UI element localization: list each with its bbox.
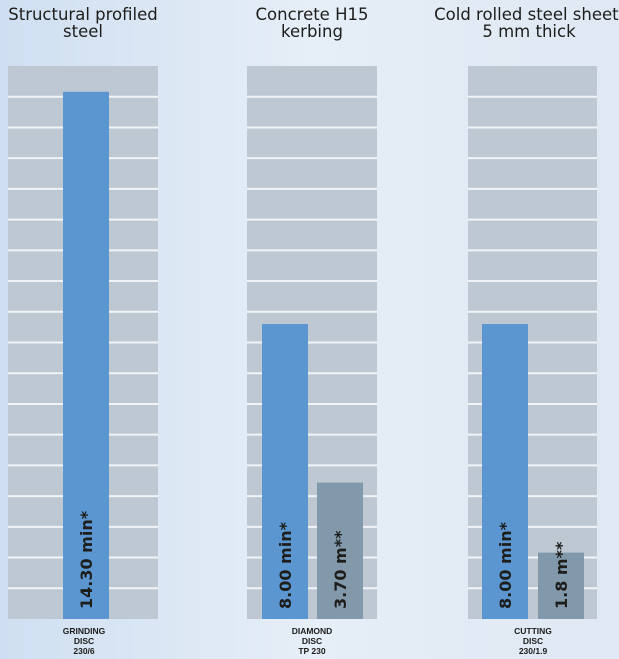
bar-label-3-2: 1.8 m** (552, 541, 571, 609)
panel-caption-2-line-3: TP 230 (298, 646, 326, 656)
panel-caption-1-line-1: GRINDING (62, 626, 106, 636)
panel-caption-1-line-3: 230/6 (73, 646, 95, 656)
bar-label-2-1: 8.00 min* (276, 521, 295, 609)
panel-title-2-line-2: kerbing (281, 22, 343, 41)
bar-2-1 (262, 324, 308, 619)
panel-title-1-line-1: Structural profiled (8, 5, 158, 24)
panel-title-3: Cold rolled steel sheet, 5 mm thick (434, 6, 619, 40)
bar-label-3-1: 8.00 min* (496, 521, 515, 609)
bar-3-1 (482, 324, 528, 619)
bar-1-1 (63, 91, 109, 620)
bar-label-1-1: 14.30 min* (77, 510, 96, 609)
bar-2-2 (317, 482, 363, 619)
panel-caption-2-line-2: DISC (301, 636, 323, 646)
panel-title-1: Structural profiled steel (0, 6, 168, 40)
bar-3-2 (538, 552, 584, 619)
panel-caption-2-line-1: DIAMOND (291, 626, 333, 636)
panel-caption-3-line-1: CUTTING (514, 626, 552, 636)
panel-caption-1: GRINDING DISC 230/6 (14, 626, 154, 656)
panel-3: 8.00 min* 1.8 m** (468, 66, 597, 619)
panel-title-3-line-2: 5 mm thick (482, 22, 576, 41)
panel-title-2: Concrete H15 kerbing (227, 6, 397, 40)
bar-label-2-2: 3.70 m** (331, 530, 350, 609)
panel-2: 8.00 min* 3.70 m** (247, 66, 377, 619)
panel-caption-2: DIAMOND DISC TP 230 (242, 626, 382, 656)
panel-title-1-line-2: steel (63, 22, 103, 41)
panel-caption-1-line-2: DISC (73, 636, 95, 646)
panel-caption-3-line-2: DISC (522, 636, 544, 646)
panel-title-2-line-1: Concrete H15 (255, 5, 369, 24)
panel-title-3-line-1: Cold rolled steel sheet, (434, 5, 619, 24)
panel-caption-3-line-3: 230/1.9 (518, 646, 548, 656)
panel-caption-3: CUTTING DISC 230/1.9 (463, 626, 603, 656)
panel-1: 14.30 min* (8, 66, 158, 620)
